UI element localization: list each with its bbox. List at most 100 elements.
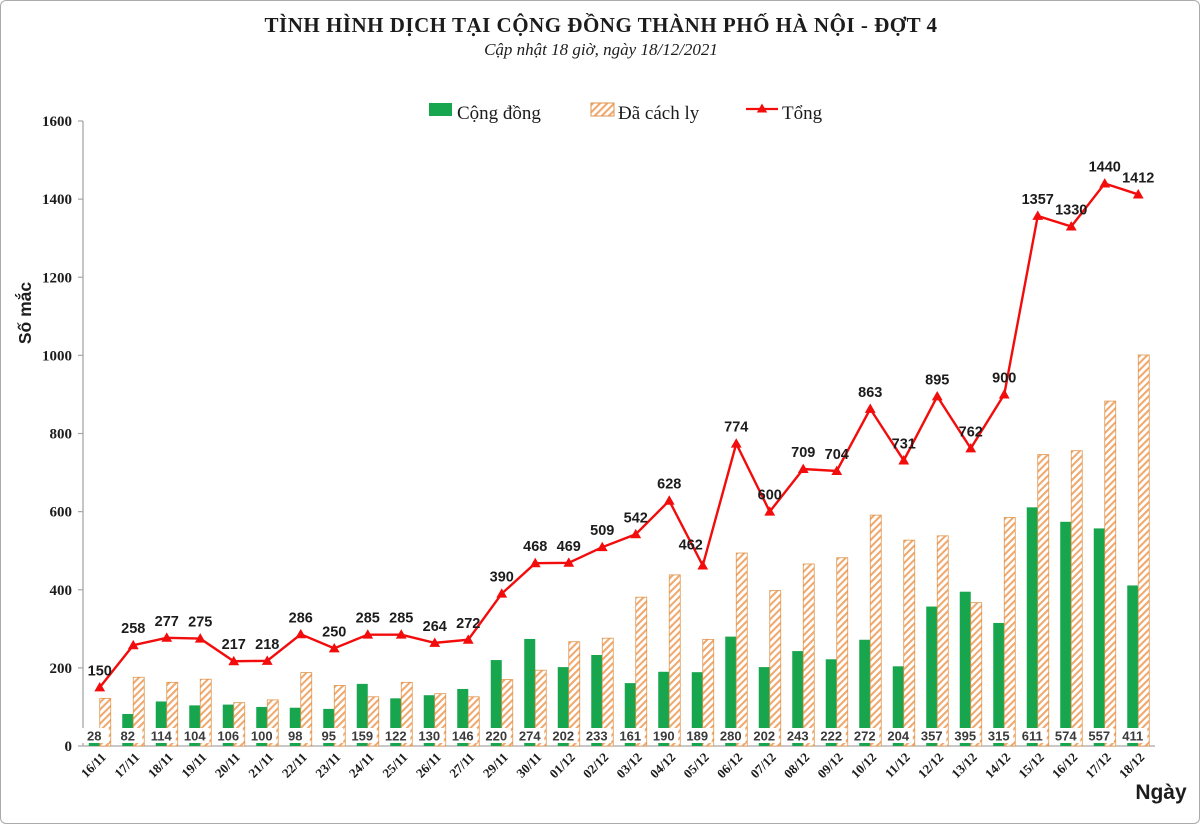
- cong-dong-bar: [758, 667, 770, 746]
- bar-value-label: 272: [854, 729, 876, 744]
- bar-value-label: 202: [552, 729, 574, 744]
- bar-value-label: 114: [151, 729, 173, 744]
- bar-value-label-box: [247, 728, 277, 743]
- x-axis-title: Ngày: [1135, 781, 1187, 804]
- bar-value-label: 189: [686, 729, 708, 744]
- cong-dong-bar: [390, 698, 402, 746]
- cong-dong-bar: [892, 666, 904, 746]
- cong-dong-bar: [624, 683, 636, 746]
- cong-dong-bar: [457, 688, 469, 746]
- tong-marker: [630, 528, 642, 539]
- da-cach-ly-bar: [233, 702, 246, 747]
- tong-value-label: 250: [322, 624, 346, 640]
- bar-value-label-box: [180, 728, 210, 743]
- bar-value-label-box: [381, 728, 411, 743]
- tong-marker: [1065, 221, 1077, 231]
- cong-dong-bar: [993, 622, 1005, 746]
- chart-subtitle: Cập nhật 18 giờ, ngày 18/12/2021: [484, 40, 718, 59]
- bar-value-label: 395: [954, 729, 976, 744]
- bar-value-label: 104: [184, 729, 206, 744]
- legend-label-cong-dong: Cộng đồng: [457, 103, 541, 124]
- tong-marker: [831, 465, 843, 475]
- da-cach-ly-bar: [300, 672, 313, 747]
- tong-marker: [1099, 178, 1111, 188]
- bar-value-label-box: [1118, 728, 1148, 743]
- da-cach-ly-bar: [501, 679, 514, 747]
- cong-dong-bar: [691, 672, 703, 746]
- x-tick-label: 10/12: [848, 750, 880, 782]
- tong-value-label: 218: [255, 637, 279, 653]
- bar-value-label-box: [280, 728, 310, 743]
- bar-value-label-box: [448, 728, 478, 743]
- bar-value-label-box: [783, 728, 813, 743]
- bar-value-label: 146: [452, 729, 474, 744]
- bar-value-label: 122: [385, 729, 407, 744]
- da-cach-ly-bar: [467, 696, 480, 747]
- bar-value-label: 204: [887, 729, 909, 744]
- tong-value-label: 462: [679, 538, 703, 554]
- bar-value-label-box: [950, 728, 980, 743]
- bar-value-label: 222: [820, 729, 842, 744]
- tong-value-label: 628: [657, 477, 681, 493]
- cong-dong-bar: [926, 606, 938, 746]
- cong-dong-bar: [959, 591, 971, 746]
- tong-marker: [965, 442, 977, 453]
- x-tick-label: 09/12: [814, 750, 846, 782]
- bar-value-label: 280: [720, 729, 742, 744]
- cong-dong-bar: [658, 671, 670, 746]
- bar-value-label-box: [984, 728, 1014, 743]
- da-cach-ly-bar: [702, 638, 715, 747]
- x-tick-label: 30/11: [513, 750, 544, 781]
- x-tick-label: 08/12: [781, 750, 813, 782]
- bar-value-label-box: [883, 728, 913, 743]
- tong-value-label: 709: [791, 445, 815, 461]
- bar-value-label-box: [1017, 728, 1047, 743]
- tong-value-label: 258: [121, 621, 145, 637]
- cong-dong-bar: [1026, 507, 1038, 746]
- cong-dong-bar: [524, 638, 536, 746]
- cong-dong-bar: [189, 705, 201, 746]
- bar-value-label: 190: [653, 729, 675, 744]
- tong-value-label: 285: [356, 611, 380, 627]
- bar-value-label-box: [582, 728, 612, 743]
- x-tick-label: 21/11: [245, 750, 276, 781]
- x-tick-label: 16/12: [1049, 750, 1081, 782]
- y-tick-label: 1200: [42, 270, 72, 286]
- da-cach-ly-bar: [166, 681, 179, 747]
- tong-value-label: 285: [389, 611, 413, 627]
- x-tick-label: 16/11: [78, 750, 109, 781]
- da-cach-ly-bar: [534, 669, 547, 747]
- x-tick-label: 27/11: [446, 750, 477, 781]
- tong-value-label: 542: [624, 510, 648, 526]
- tong-marker: [328, 642, 340, 653]
- da-cach-ly-bar: [836, 557, 849, 747]
- tong-value-label: 1440: [1089, 160, 1121, 176]
- bar-value-label-box: [481, 728, 511, 743]
- bar-value-label-box: [79, 728, 109, 743]
- bar-value-label: 574: [1055, 729, 1077, 744]
- x-tick-label: 25/11: [379, 750, 410, 781]
- tong-marker: [429, 637, 441, 647]
- da-cach-ly-bar: [1070, 450, 1083, 747]
- tong-marker: [395, 629, 407, 639]
- cong-dong-bar: [1060, 521, 1072, 746]
- da-cach-ly-bar: [367, 696, 380, 747]
- x-tick-label: 17/11: [111, 750, 142, 781]
- legend-glyph-tong: [746, 103, 778, 113]
- tong-value-label: 1357: [1022, 192, 1054, 208]
- bar-value-label-box: [615, 728, 645, 743]
- tong-value-label: 272: [456, 616, 480, 632]
- da-cach-ly-bar: [735, 552, 748, 747]
- tong-marker: [596, 541, 608, 552]
- bar-value-label-box: [347, 728, 377, 743]
- da-cach-ly-bar: [936, 535, 949, 747]
- bar-value-label-box: [213, 728, 243, 743]
- tong-value-label: 704: [825, 447, 849, 463]
- da-cach-ly-bar: [400, 681, 413, 747]
- cong-dong-bar: [222, 704, 234, 746]
- x-tick-label: 04/12: [647, 750, 679, 782]
- cong-dong-bar: [1093, 528, 1105, 746]
- tong-marker: [797, 463, 809, 474]
- cong-dong-bar: [155, 701, 167, 746]
